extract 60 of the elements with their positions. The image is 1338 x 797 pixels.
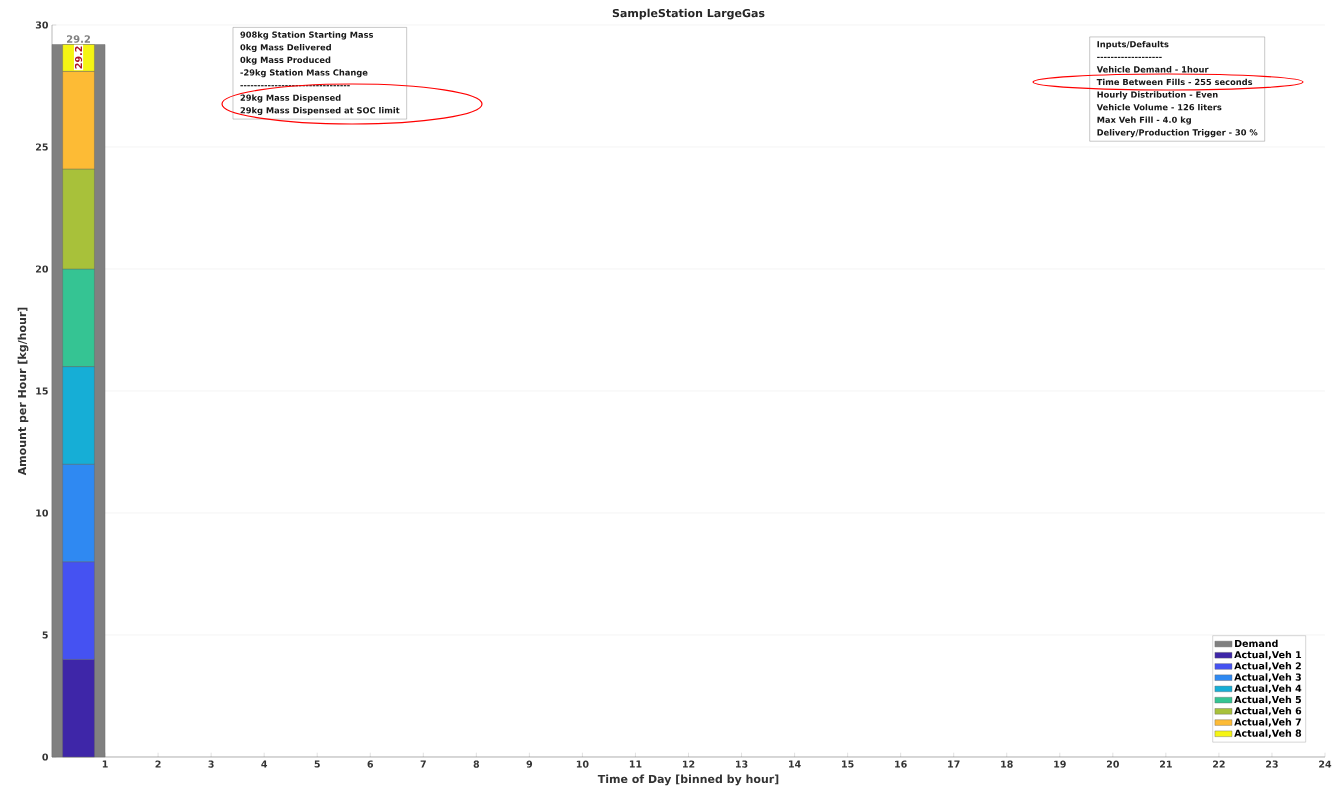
- legend-label: Actual,Veh 8: [1234, 729, 1302, 738]
- annotation: Inputs/Defaults: [1097, 40, 1169, 49]
- x-tick-label: 4: [261, 760, 268, 768]
- x-tick-label: 14: [789, 760, 801, 768]
- x-tick-label: 24: [1319, 760, 1332, 768]
- x-tick-label: 10: [576, 760, 589, 768]
- annotation: 29kg Mass Dispensed: [240, 94, 341, 103]
- legend-label: Actual,Veh 2: [1234, 662, 1301, 671]
- data-label: 29.2: [66, 35, 90, 43]
- x-tick-label: 23: [1266, 760, 1278, 768]
- x-tick-label: 12: [682, 760, 695, 768]
- legend-label: Actual,Veh 6: [1234, 706, 1302, 716]
- x-tick-label: 19: [1054, 760, 1066, 768]
- x-axis-title: Time of Day [binned by hour]: [597, 774, 779, 786]
- annotation: 0kg Mass Delivered: [240, 43, 331, 53]
- annotation: 0kg Mass Produced: [240, 56, 331, 65]
- y-axis-title: Amount per Hour [kg/hour]: [17, 307, 29, 476]
- legend-label: Actual,Veh 5: [1234, 695, 1302, 705]
- annotation: --------------------------------: [240, 85, 350, 87]
- x-tick-label: 5: [314, 760, 320, 768]
- legend-label: Demand: [1235, 639, 1278, 648]
- x-tick-label: 2: [155, 760, 161, 768]
- y-tick-label: 30: [35, 21, 49, 29]
- x-tick-label: 21: [1160, 760, 1172, 768]
- y-tick-label: 15: [36, 387, 48, 395]
- annotation: 908kg Station Starting Mass: [240, 31, 374, 40]
- x-tick-label: 18: [1001, 760, 1013, 768]
- y-tick-label: 20: [36, 265, 49, 273]
- y-tick-label: 5: [42, 631, 48, 639]
- annotation: 29kg Mass Dispensed at SOC limit: [240, 106, 400, 116]
- x-tick-label: 6: [367, 760, 374, 768]
- x-tick-label: 13: [736, 760, 748, 768]
- x-tick-label: 20: [1106, 760, 1119, 768]
- x-tick-label: 3: [208, 760, 214, 768]
- annotation: Time Between Fills - 255 seconds: [1096, 78, 1253, 86]
- legend-label: Actual,Veh 7: [1234, 718, 1301, 727]
- legend-label: Actual,Veh 1: [1234, 650, 1302, 660]
- annotation: -------------------: [1097, 56, 1162, 59]
- annotation: Vehicle Volume - 126 liters: [1096, 103, 1222, 111]
- x-tick-label: 22: [1213, 760, 1225, 768]
- legend-label: Actual,Veh 3: [1234, 673, 1301, 682]
- x-tick-label: 1: [102, 760, 108, 768]
- x-tick-label: 17: [948, 760, 960, 768]
- y-tick-label: 10: [36, 509, 49, 517]
- chart-title: SampleStation LargeGas: [612, 8, 765, 20]
- annotation: Hourly Distribution - Even: [1097, 91, 1218, 100]
- annotation: 29.2: [74, 46, 83, 69]
- annotation: Max Veh Fill - 4.0 kg: [1097, 116, 1191, 125]
- x-tick-label: 8: [473, 760, 480, 768]
- y-tick-label: 25: [36, 143, 48, 151]
- annotation: -29kg Station Mass Change: [240, 69, 368, 78]
- x-tick-label: 9: [526, 760, 533, 768]
- legend-label: Actual,Veh 4: [1234, 684, 1302, 694]
- x-tick-label: 16: [895, 760, 907, 768]
- y-tick-label: 0: [42, 753, 49, 761]
- annotation: Vehicle Demand - 1hour: [1096, 66, 1209, 73]
- x-tick-label: 11: [629, 760, 642, 768]
- x-tick-label: 15: [842, 760, 854, 768]
- x-tick-label: 7: [420, 760, 426, 768]
- annotation: Delivery/Production Trigger - 30 %: [1097, 129, 1258, 138]
